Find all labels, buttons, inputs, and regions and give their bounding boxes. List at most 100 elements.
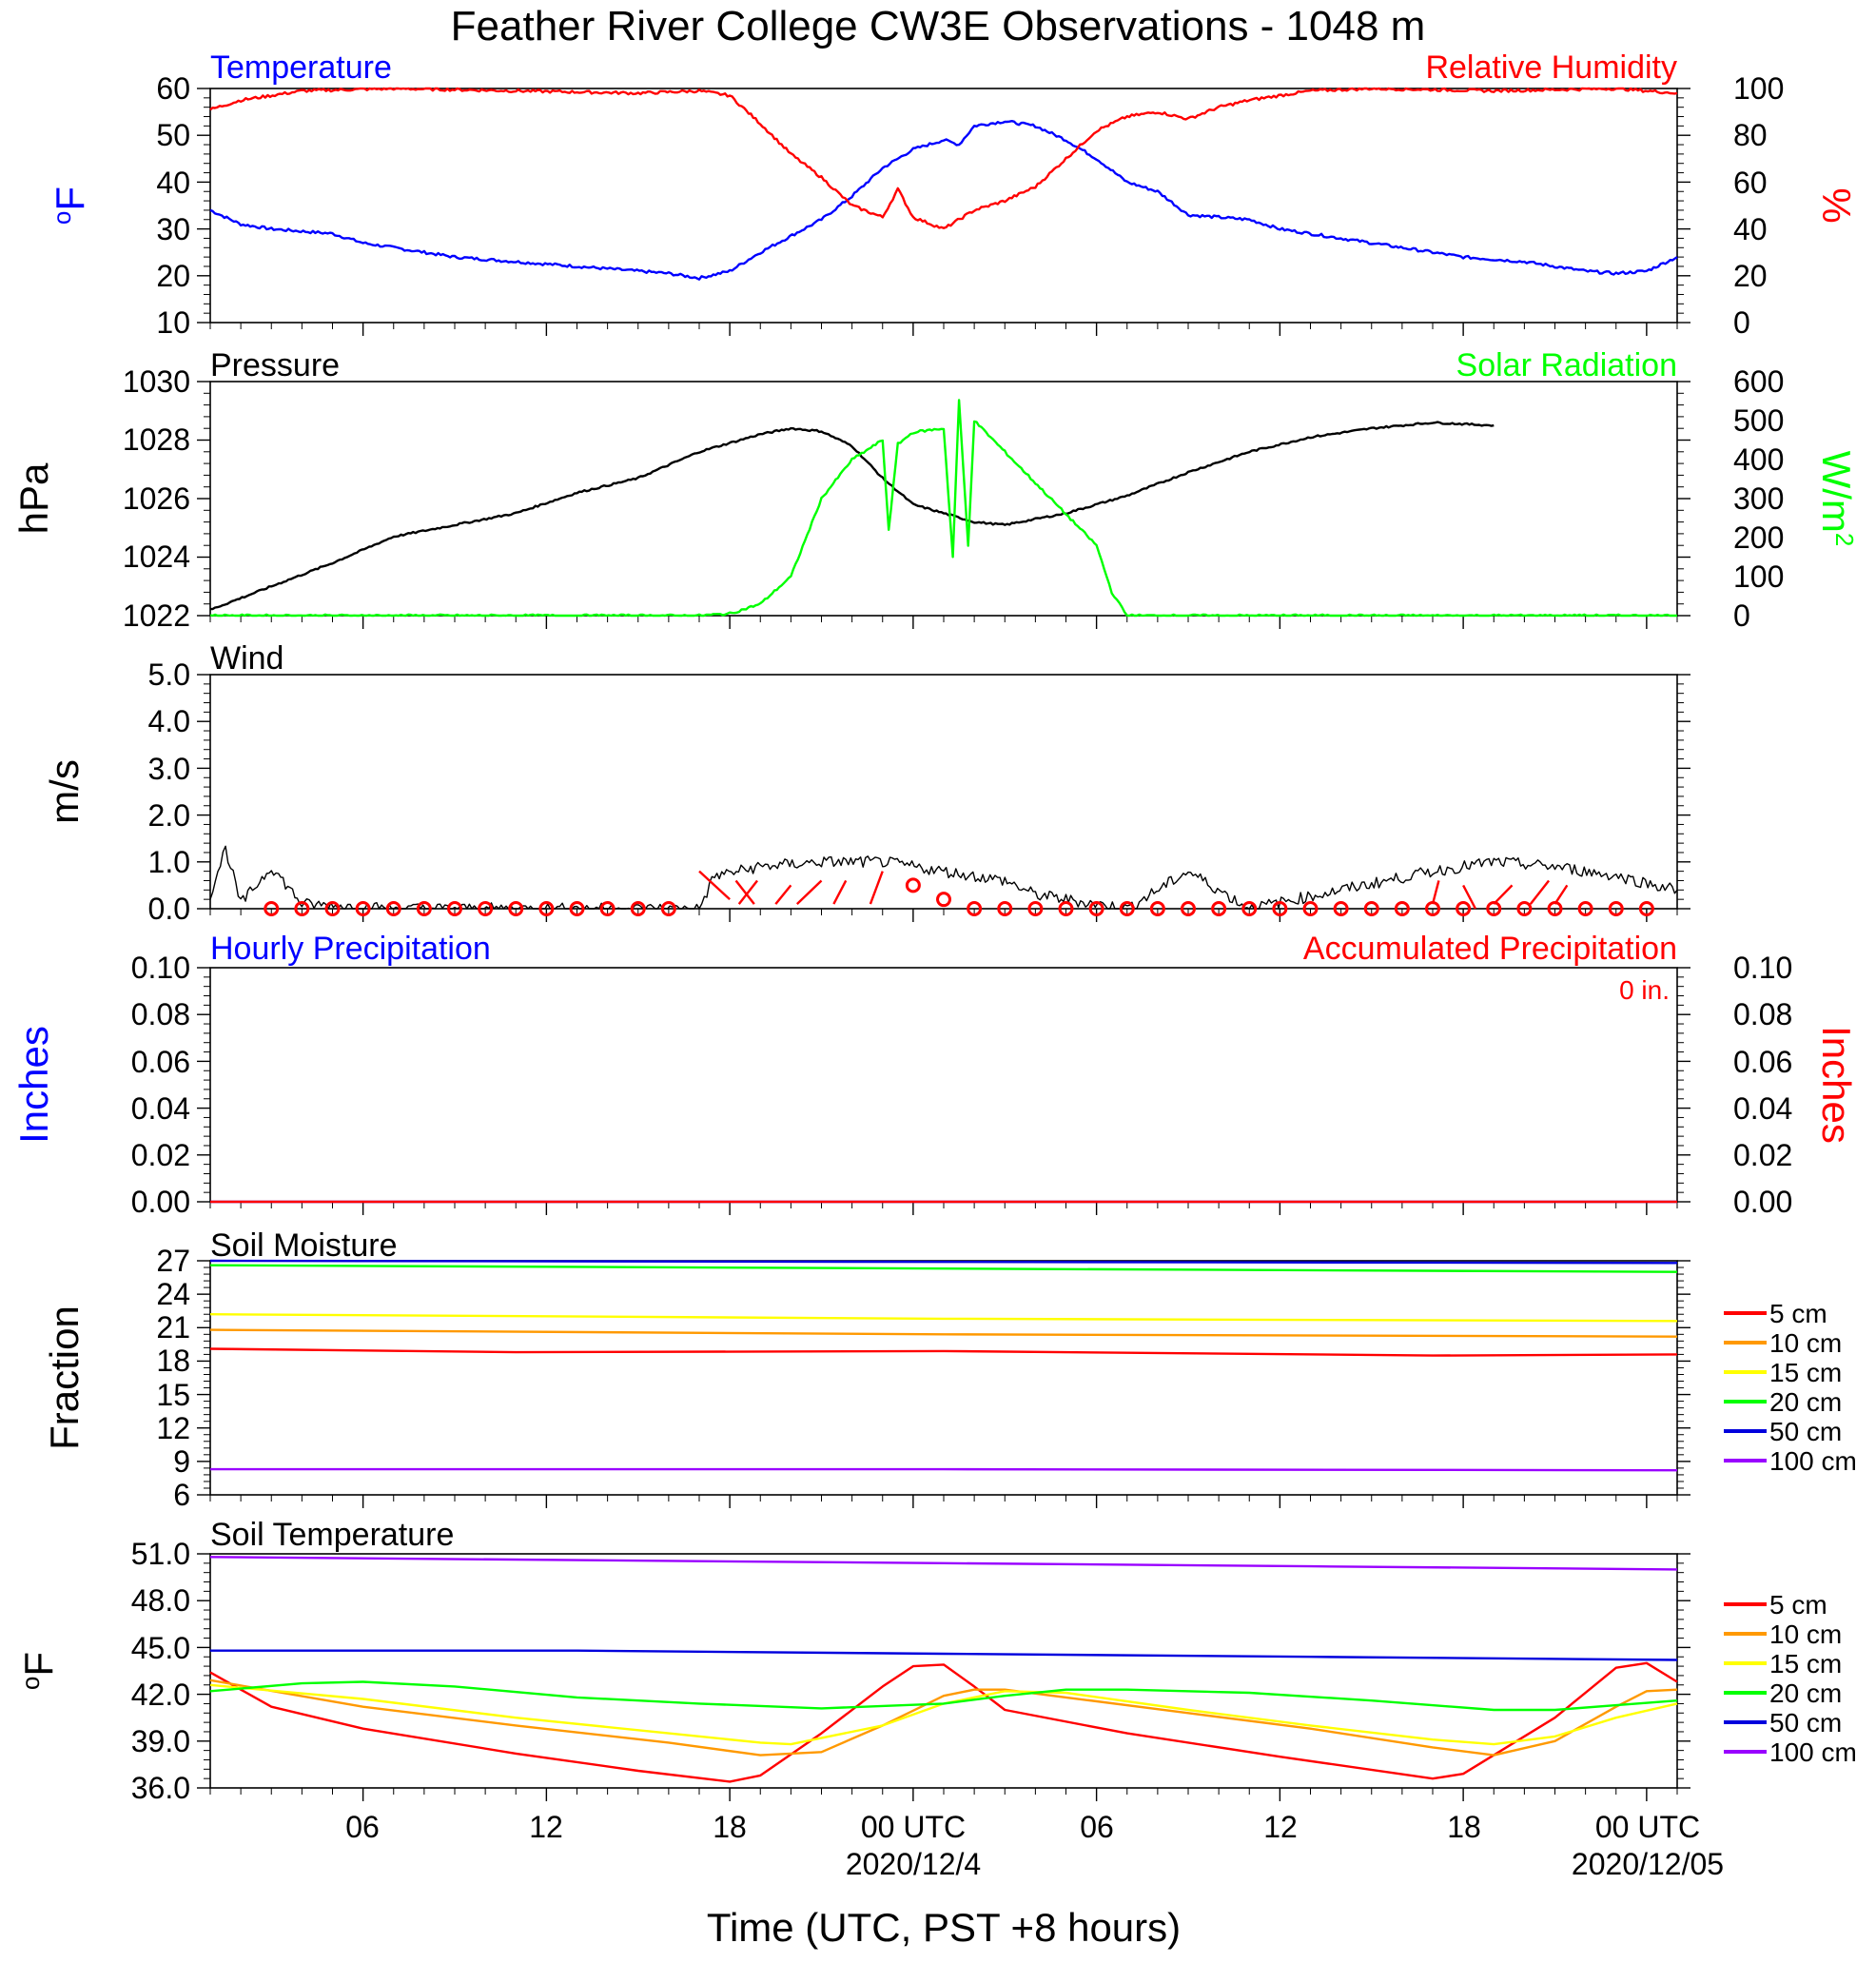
wind-calm-marker	[294, 901, 310, 916]
legend-label: 15 cm	[1769, 1649, 1842, 1678]
soil-temperature-frame	[209, 1553, 1678, 1789]
pressure-solar-frame	[209, 381, 1678, 617]
tick-label: 24	[156, 1277, 190, 1311]
wind-barb	[1554, 884, 1569, 905]
tick-label: 9	[173, 1444, 190, 1479]
temperature-title: Temperature	[210, 49, 392, 86]
wind-calm-marker	[1516, 901, 1533, 916]
wind-calm-marker	[599, 901, 616, 916]
rh-unit-label: %	[1814, 187, 1859, 223]
x-tick-label: 18	[713, 1810, 747, 1844]
rh-title: Relative Humidity	[1425, 49, 1677, 86]
wind-barb	[737, 879, 758, 905]
precip-left-unit-label: Inches	[11, 1026, 56, 1144]
tick-label: 27	[156, 1244, 190, 1278]
tick-label: 51.0	[131, 1537, 190, 1571]
tick-label: 0.00	[131, 1185, 190, 1219]
legend-label: 50 cm	[1769, 1708, 1842, 1737]
wind-calm-marker	[936, 892, 951, 908]
x-tick-label: 12	[1263, 1810, 1298, 1844]
x-tick-label: 06	[345, 1810, 380, 1844]
soil-temp-unit-label: oF	[16, 1652, 61, 1690]
series-50-cm	[210, 1649, 1678, 1661]
tick-label: 0	[1733, 599, 1750, 633]
legend-label: 10 cm	[1769, 1328, 1842, 1358]
tick-label: 0.02	[131, 1138, 190, 1172]
wind-calm-marker	[1363, 901, 1379, 916]
x-tick-label: 00 UTC	[861, 1810, 966, 1844]
tick-label: 60	[1733, 166, 1768, 200]
wind-calm-marker	[447, 901, 462, 916]
tick-label: 30	[156, 212, 190, 246]
tick-label: 500	[1733, 403, 1784, 438]
tick-label: 42.0	[131, 1678, 190, 1712]
tick-label: 100	[1733, 71, 1784, 106]
tick-label: 48.0	[131, 1583, 190, 1618]
accum-precip-total: 0 in.	[1619, 975, 1670, 1005]
x-tick-label: 00 UTC	[1595, 1810, 1700, 1844]
precip-right-tick-labels: 0.10 0.08 0.06 0.04 0.02 0.00	[1733, 951, 1792, 1219]
tick-label: 0.06	[131, 1045, 190, 1079]
tick-label: 0.04	[1733, 1091, 1792, 1126]
wind-calm-marker	[478, 901, 494, 916]
tick-label: 0	[1733, 305, 1750, 340]
wind-calm-marker	[1058, 901, 1074, 916]
tick-label: 0.10	[131, 951, 190, 985]
tick-label: 21	[156, 1310, 190, 1345]
wind-calm-marker	[264, 901, 280, 916]
solar-unit-label: W/m2	[1814, 451, 1859, 547]
tick-label: 600	[1733, 364, 1784, 399]
series-20-cm	[209, 1680, 1678, 1712]
tick-label: 20	[156, 259, 190, 293]
chart-title: Feather River College CW3E Observations …	[451, 3, 1426, 49]
tick-label: 15	[156, 1378, 190, 1412]
tick-label: 1030	[123, 364, 190, 399]
wind-title: Wind	[210, 640, 283, 677]
wind-calm-marker	[569, 901, 585, 916]
series-5-cm	[209, 1347, 1678, 1357]
wind-calm-marker	[1027, 901, 1044, 916]
wind-calm-marker	[967, 901, 983, 916]
wind-barb	[774, 884, 792, 905]
soil-moisture-frame	[209, 1260, 1678, 1496]
wind-calm-marker	[630, 901, 646, 916]
tick-label: 2.0	[148, 798, 190, 833]
wind-unit-label: m/s	[42, 759, 87, 824]
legend-label: 100 cm	[1769, 1446, 1857, 1476]
soil-moisture-tick-labels: 27 24 21 18 15 12 9 6	[156, 1244, 190, 1512]
x-axis-label: Time (UTC, PST +8 hours)	[707, 1905, 1181, 1950]
tick-label: 60	[156, 71, 190, 106]
pressure-tick-labels: 1030 1028 1026 1024 1022	[123, 364, 190, 633]
x-tick-date: 2020/12/4	[846, 1847, 981, 1881]
wind-barb	[1493, 884, 1514, 905]
series-10-cm	[209, 1678, 1678, 1757]
series-pressure	[209, 421, 1495, 611]
tick-label: 12	[156, 1411, 190, 1445]
series-relative-humidity	[209, 87, 1678, 229]
tick-label: 1026	[123, 481, 190, 516]
rh-tick-labels: 100 80 60 40 20 0	[1733, 71, 1784, 340]
series-temperature	[209, 120, 1678, 281]
tick-label: 5.0	[148, 658, 190, 692]
soil-moisture-title: Soil Moisture	[210, 1227, 398, 1264]
x-tick-label: 12	[529, 1810, 563, 1844]
axis-ticks	[197, 88, 1690, 1801]
wind-calm-marker	[1608, 901, 1624, 916]
tick-label: 0.00	[1733, 1185, 1792, 1219]
wind-calm-marker	[1333, 901, 1349, 916]
wind-tick-labels: 5.0 4.0 3.0 2.0 1.0 0.0	[148, 658, 190, 926]
pressure-unit-label: hPa	[11, 462, 56, 534]
solar-tick-labels: 600 500 400 300 200 100 0	[1733, 364, 1784, 633]
tick-label: 1022	[123, 599, 190, 633]
legend-label: 50 cm	[1769, 1417, 1842, 1446]
soil-temperature-legend: 5 cm 10 cm 15 cm 20 cm 50 cm 100 cm	[1724, 1590, 1857, 1767]
wind-calm-marker	[508, 901, 524, 916]
wind-barb	[832, 879, 848, 905]
wind-barb	[698, 870, 731, 901]
precip-left-tick-labels: 0.10 0.08 0.06 0.04 0.02 0.00	[131, 951, 190, 1219]
tick-label: 18	[156, 1344, 190, 1378]
wind-calm-marker	[1181, 901, 1196, 916]
pressure-title: Pressure	[210, 347, 340, 383]
